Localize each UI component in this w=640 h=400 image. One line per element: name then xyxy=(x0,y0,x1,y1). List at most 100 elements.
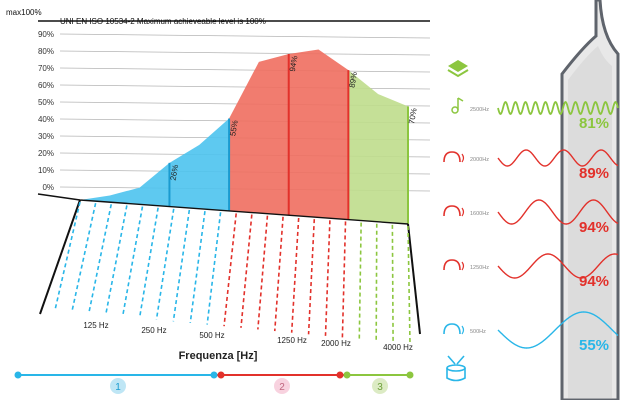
x-tick-label: 500 Hz xyxy=(199,331,224,340)
y-tick-label: 90% xyxy=(38,30,54,39)
absorption-value: 89% xyxy=(579,165,609,182)
wave-row: 2500Hz 81% xyxy=(470,100,619,132)
zone-2-badge xyxy=(274,378,290,394)
absorber-fill xyxy=(568,46,612,398)
frequency-line xyxy=(341,221,347,338)
zone-area-1 xyxy=(80,118,230,211)
zone-dot xyxy=(217,371,225,379)
value-marker-label: 26% xyxy=(169,164,181,181)
frequency-line xyxy=(358,222,362,340)
zone-dot xyxy=(406,371,414,379)
y-tick-label: 10% xyxy=(38,166,54,175)
right-edge xyxy=(407,223,421,335)
note-icon xyxy=(451,97,464,114)
x-axis-label: Frequenza [Hz] xyxy=(179,350,258,362)
gridline xyxy=(59,67,431,73)
wave-frequency: 2500Hz xyxy=(470,107,489,113)
value-marker-label: 94% xyxy=(288,55,300,72)
chart-area: max100% UNI EN ISO 10534-2 Maximum achie… xyxy=(6,8,431,362)
value-marker-label: 70% xyxy=(407,107,419,124)
absorption-value: 94% xyxy=(579,273,609,290)
zone-1-label: 1 xyxy=(115,382,121,393)
value-markers: 26% 55% 94% 89% 70% xyxy=(168,53,419,224)
absorption-value: 55% xyxy=(579,337,609,354)
zone-dot xyxy=(336,371,344,379)
frequency-line xyxy=(172,209,191,322)
absorption-value: 81% xyxy=(579,115,609,132)
zone-3-badge xyxy=(372,378,388,394)
wave-frequency: 2000Hz xyxy=(470,157,489,163)
frequency-line xyxy=(257,215,269,330)
frequency-line xyxy=(290,217,300,333)
frequency-line xyxy=(54,201,81,311)
sound-wave xyxy=(497,199,619,225)
zone-bar: 1 2 3 xyxy=(14,371,414,394)
frequency-line xyxy=(240,214,253,328)
chart-title: UNI EN ISO 10534-2 Maximum achieveable l… xyxy=(60,17,266,26)
left-edge xyxy=(39,199,81,315)
x-tick-label: 125 Hz xyxy=(83,321,108,330)
wave-frequency: 1250Hz xyxy=(470,265,489,271)
frequency-line xyxy=(189,211,206,324)
x-tick-labels: 125 Hz 250 Hz 500 Hz 1250 Hz 2000 Hz 4000 Hz xyxy=(83,321,413,352)
gridline xyxy=(59,50,431,56)
zone-area-3 xyxy=(348,70,408,224)
voice-icon xyxy=(443,323,461,335)
value-marker-label: 55% xyxy=(228,120,240,137)
layers-icon xyxy=(447,60,469,78)
frequency-line xyxy=(375,223,378,341)
y-tick-label: 30% xyxy=(38,132,54,141)
wave-row: 1250Hz 94% xyxy=(443,253,619,290)
y-tick-label: 40% xyxy=(38,115,54,124)
zone-3-label: 3 xyxy=(377,382,383,393)
y-tick-label: 20% xyxy=(38,149,54,158)
wave-frequency: 500Hz xyxy=(470,329,486,335)
zone-dot xyxy=(14,371,22,379)
zone-2-label: 2 xyxy=(279,382,285,393)
x-tick-label: 1250 Hz xyxy=(277,336,307,345)
y-tick-label: 0% xyxy=(42,183,54,192)
sound-wave xyxy=(497,253,619,279)
frequency-line xyxy=(138,207,159,319)
frequency-lines xyxy=(54,201,411,345)
sound-wave xyxy=(497,311,619,349)
sound-icon xyxy=(461,261,465,271)
wave-panel: 2500Hz 81% 2000Hz 89% 1600Hz 94% 1250Hz 94% 500H… xyxy=(443,0,620,400)
y-tick-labels: 0% 10% 20% 30% 40% 50% 60% 70% 80% 90% xyxy=(38,30,54,192)
frequency-line xyxy=(88,204,113,314)
frequency-line xyxy=(223,213,237,327)
x-tick-label: 250 Hz xyxy=(141,326,166,335)
wave-row: 1600Hz 94% xyxy=(443,199,619,236)
sound-icon xyxy=(461,153,465,163)
y-tick-label: 70% xyxy=(38,64,54,73)
sound-wave xyxy=(497,149,619,167)
max-label: max100% xyxy=(6,8,42,17)
frequency-line xyxy=(104,205,128,316)
frequency-line xyxy=(407,225,411,345)
wave-rows: 2500Hz 81% 2000Hz 89% 1600Hz 94% 1250Hz 94% 500H… xyxy=(443,100,619,354)
wave-row: 500Hz 55% xyxy=(443,311,619,354)
voice-icon xyxy=(443,259,461,271)
drum-icon xyxy=(446,355,466,382)
zone-dot xyxy=(343,371,351,379)
value-marker-label: 89% xyxy=(347,71,359,88)
x-tick-label: 4000 Hz xyxy=(383,343,413,352)
wave-frequency: 1600Hz xyxy=(470,211,489,217)
sound-wave xyxy=(497,100,619,116)
y-tick-label: 60% xyxy=(38,81,54,90)
zone-1-badge xyxy=(110,378,126,394)
voice-icon xyxy=(443,205,461,217)
sound-icon xyxy=(461,325,465,335)
voice-icon xyxy=(443,151,461,163)
sound-icon xyxy=(461,207,465,217)
zone-dot xyxy=(210,371,218,379)
y-tick-label: 80% xyxy=(38,47,54,56)
wave-row: 2000Hz 89% xyxy=(443,149,619,182)
y-tick-label: 50% xyxy=(38,98,54,107)
frequency-line xyxy=(155,208,175,320)
frequency-line xyxy=(391,224,394,343)
frequency-line xyxy=(307,219,316,335)
frequency-line xyxy=(273,216,284,332)
absorption-value: 94% xyxy=(579,219,609,236)
